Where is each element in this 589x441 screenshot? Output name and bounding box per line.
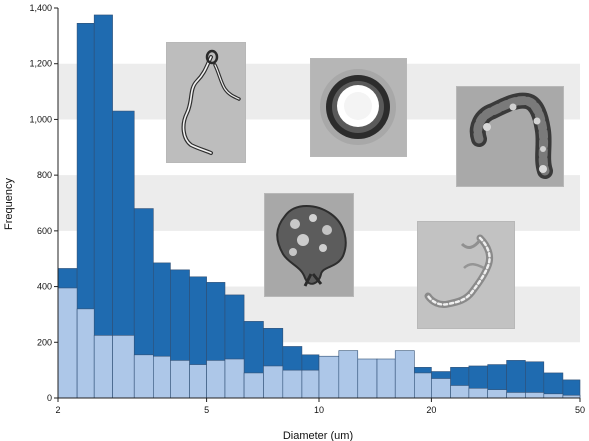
bar-light bbox=[506, 392, 526, 399]
faint-fragment-icon bbox=[424, 234, 494, 308]
y-axis-ticks: 0 200 400 600 800 1,000 1,200 1,400 bbox=[29, 3, 58, 403]
bar-light bbox=[76, 308, 95, 399]
y-tick-label: 200 bbox=[37, 337, 52, 347]
bar-light bbox=[338, 350, 359, 399]
bar-light bbox=[243, 372, 264, 399]
inset-round-bead bbox=[310, 58, 407, 157]
bar-light bbox=[282, 369, 303, 399]
chain-aggregate-icon bbox=[469, 92, 553, 179]
bar-light bbox=[112, 335, 135, 399]
y-tick-label: 400 bbox=[37, 282, 52, 292]
inset-chain-aggregate bbox=[456, 86, 564, 187]
bar-light bbox=[263, 365, 284, 399]
inset-filament-cell bbox=[166, 42, 246, 163]
bar-light bbox=[133, 354, 154, 399]
x-tick-label: 50 bbox=[575, 405, 585, 415]
bar-light bbox=[487, 389, 507, 399]
x-axis-ticks: 2 5 10 20 50 bbox=[55, 398, 585, 415]
x-tick-label: 2 bbox=[55, 405, 60, 415]
y-tick-label: 1,200 bbox=[29, 59, 52, 69]
y-tick-label: 800 bbox=[37, 170, 52, 180]
bar-light bbox=[543, 393, 564, 399]
inset-faint-fragment bbox=[417, 221, 515, 329]
y-tick-label: 1,000 bbox=[29, 114, 52, 124]
bar-light bbox=[450, 385, 470, 399]
y-tick-label: 1,400 bbox=[29, 3, 52, 13]
bar-light bbox=[468, 387, 489, 399]
bar-light bbox=[376, 358, 396, 399]
y-tick-label: 600 bbox=[37, 226, 52, 236]
bar-light bbox=[431, 378, 451, 399]
bar-light bbox=[206, 360, 226, 399]
x-axis-title: Diameter (um) bbox=[283, 430, 353, 441]
y-axis-title: Frequency bbox=[3, 178, 15, 230]
filament-cell-icon bbox=[181, 49, 241, 155]
bar-light bbox=[525, 392, 545, 399]
bar-light bbox=[394, 350, 415, 399]
bar-light bbox=[93, 335, 113, 399]
bar-light bbox=[224, 358, 245, 399]
x-tick-label: 10 bbox=[314, 405, 324, 415]
bar-light bbox=[170, 360, 190, 399]
round-bead-icon bbox=[320, 69, 396, 145]
bar-light bbox=[301, 369, 320, 399]
bar-light bbox=[189, 364, 207, 399]
bar-light bbox=[153, 355, 171, 399]
bar-light bbox=[414, 372, 432, 399]
inset-clumped-aggregate bbox=[264, 193, 354, 297]
bar-light bbox=[57, 287, 78, 399]
bar-light bbox=[318, 355, 340, 399]
clumped-aggregate-icon bbox=[276, 205, 347, 287]
x-tick-label: 20 bbox=[426, 405, 436, 415]
x-tick-label: 5 bbox=[204, 405, 209, 415]
bar-light bbox=[357, 358, 378, 399]
y-tick-label: 0 bbox=[47, 393, 52, 403]
